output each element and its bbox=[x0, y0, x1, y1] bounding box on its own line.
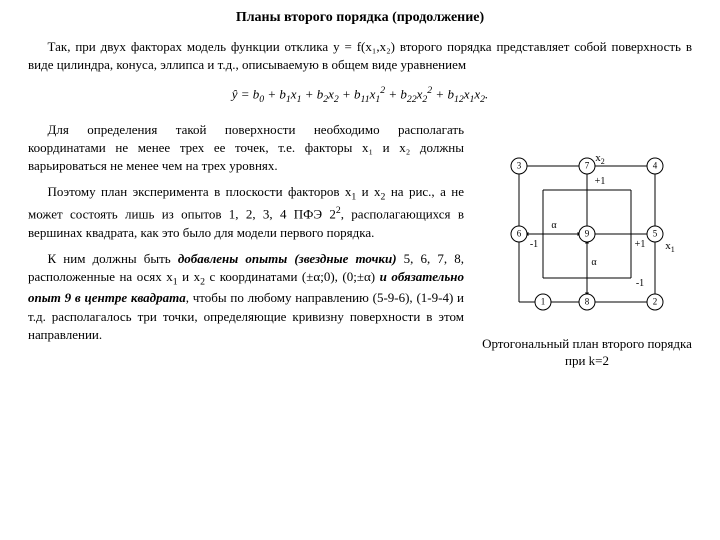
tick-label: α bbox=[591, 256, 596, 270]
paragraph-1: Так, при двух факторах модель функции от… bbox=[28, 38, 692, 74]
orthogonal-plan-diagram: 1 2 3 4 5 6 7 8 9 x1 x2 +1 -1 +1 -1 α α bbox=[492, 129, 682, 329]
paragraph-2: Для определения такой поверхности необхо… bbox=[28, 121, 464, 176]
axis-label: x2 bbox=[595, 150, 605, 166]
paragraph-4: К ним должны быть добавлены опыты (звезд… bbox=[28, 250, 464, 344]
plan-point-3: 3 bbox=[511, 157, 528, 174]
equation: ŷ = b0 + b1x1 + b2x2 + b11x12 + b22x22 +… bbox=[28, 84, 692, 107]
page-title: Планы второго порядка (продолжение) bbox=[28, 8, 692, 28]
tick-label: +1 bbox=[595, 175, 606, 189]
plan-point-1: 1 bbox=[535, 293, 552, 310]
plan-point-5: 5 bbox=[647, 225, 664, 242]
axis-label: x1 bbox=[665, 238, 675, 254]
plan-point-4: 4 bbox=[647, 157, 664, 174]
tick-label: α bbox=[551, 219, 556, 233]
plan-point-9: 9 bbox=[579, 225, 596, 242]
plan-point-6: 6 bbox=[511, 225, 528, 242]
tick-label: -1 bbox=[530, 238, 538, 252]
plan-point-8: 8 bbox=[579, 293, 596, 310]
paragraph-3: Поэтому план эксперимента в плоскости фа… bbox=[28, 183, 464, 242]
tick-label: -1 bbox=[636, 277, 644, 291]
tick-label: +1 bbox=[635, 238, 646, 252]
diagram-caption: Ортогональный план второго порядка при k… bbox=[482, 335, 692, 370]
plan-point-7: 7 bbox=[579, 157, 596, 174]
plan-point-2: 2 bbox=[647, 293, 664, 310]
